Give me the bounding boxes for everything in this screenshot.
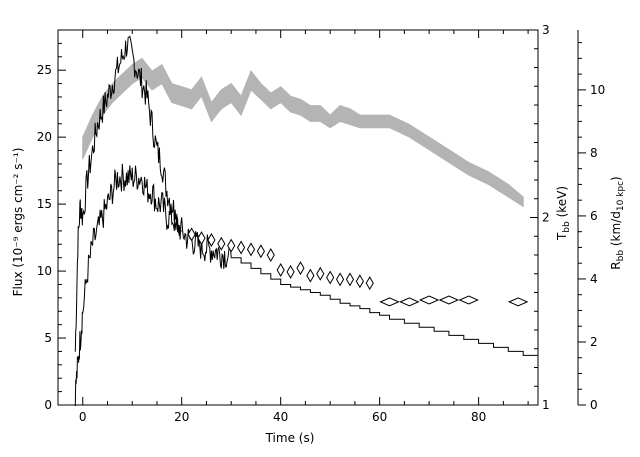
flux-step-line — [231, 257, 539, 360]
left-tick-label: 10 — [37, 264, 52, 278]
temperature-point — [296, 261, 305, 276]
temperature-point — [355, 274, 364, 289]
radius-axis-title: Rbb (km/d10 kpc) — [609, 176, 626, 269]
temperature-point — [197, 231, 206, 246]
radius-tick-label: 6 — [590, 209, 598, 223]
temperature-point — [438, 295, 460, 305]
flux-line-black-noisy-line-high — [74, 35, 182, 352]
radius-tick-label: 0 — [590, 398, 598, 412]
temperature-point — [207, 233, 216, 247]
radius-axis-symbol: R — [609, 261, 623, 269]
temperature-point — [237, 240, 246, 255]
radius-axis-unit-subscript: 10 kpc — [616, 181, 626, 211]
temperature-point — [276, 263, 285, 277]
left-tick-label: 0 — [44, 398, 52, 412]
radius-tick-label: 2 — [590, 335, 598, 349]
temperature-point — [227, 238, 236, 253]
temperature-axis-title: Tbb (keV) — [555, 186, 572, 241]
temperature-point — [335, 272, 345, 287]
temperature-tick-label: 3 — [542, 23, 550, 37]
temperature-point — [266, 248, 275, 262]
radius-axis-unit-end: ) — [609, 176, 623, 181]
temperature-point — [418, 295, 440, 305]
temperature-point — [379, 297, 400, 307]
temperature-point — [326, 270, 335, 285]
x-tick-label: 20 — [174, 410, 189, 424]
temperature-point — [246, 242, 256, 257]
radius-band-area — [82, 57, 524, 208]
temperature-point — [316, 266, 325, 281]
x-tick-label: 60 — [372, 410, 387, 424]
left-tick-label: 15 — [37, 197, 52, 211]
temperature-tick-label: 2 — [542, 211, 550, 225]
left-tick-label: 25 — [37, 63, 52, 77]
radius-axis-subscript: bb — [616, 250, 626, 262]
temperature-axis-unit: (keV) — [555, 186, 569, 221]
x-tick-label: 0 — [79, 410, 87, 424]
flux-lines — [74, 35, 539, 407]
temperature-point — [256, 244, 265, 259]
radius-tick-label: 8 — [590, 146, 598, 160]
radius-tick-label: 4 — [590, 272, 598, 286]
flux-line-black-noisy-line-low — [74, 163, 232, 407]
axis-ticks: 0 20 40 60 80 0 5 10 15 20 25 1 2 3 0 2 4 6 8 10 — [37, 23, 606, 424]
temperature-point — [399, 297, 420, 307]
temperature-point — [458, 295, 479, 305]
left-axis-title: Flux (10⁻⁹ ergs cm⁻² s⁻¹) — [11, 148, 25, 297]
x-tick-label: 40 — [273, 410, 288, 424]
radius-tick-label: 10 — [590, 83, 605, 97]
temperature-point — [187, 227, 196, 242]
temperature-point — [345, 272, 355, 287]
temperature-point — [286, 264, 295, 279]
left-tick-label: 5 — [44, 331, 52, 345]
left-tick-label: 20 — [37, 130, 52, 144]
temperature-tick-label: 1 — [542, 398, 550, 412]
radius-axis-unit: (km/d — [609, 211, 623, 250]
axis-labels: Time (s) Flux (10⁻⁹ ergs cm⁻² s⁻¹) Tbb (… — [11, 148, 626, 445]
temperature-point — [507, 297, 529, 307]
plot-frame — [57, 29, 579, 406]
temperature-point — [217, 236, 226, 251]
x-tick-label: 80 — [471, 410, 486, 424]
temperature-diamonds — [187, 227, 529, 307]
temperature-point — [306, 268, 315, 283]
temperature-point — [365, 276, 374, 291]
x-axis-title: Time (s) — [265, 431, 315, 445]
temperature-axis-symbol: T — [555, 232, 569, 241]
temperature-axis-subscript: bb — [562, 221, 572, 233]
radius-band — [82, 57, 524, 208]
